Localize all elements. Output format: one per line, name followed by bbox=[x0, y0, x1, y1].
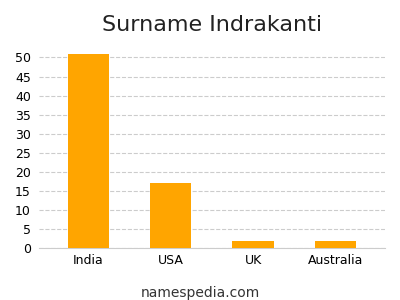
Bar bbox=[315, 241, 356, 248]
Bar bbox=[232, 241, 274, 248]
Bar bbox=[68, 54, 109, 248]
Bar bbox=[150, 184, 191, 248]
Title: Surname Indrakanti: Surname Indrakanti bbox=[102, 15, 322, 35]
Text: namespedia.com: namespedia.com bbox=[140, 286, 260, 300]
